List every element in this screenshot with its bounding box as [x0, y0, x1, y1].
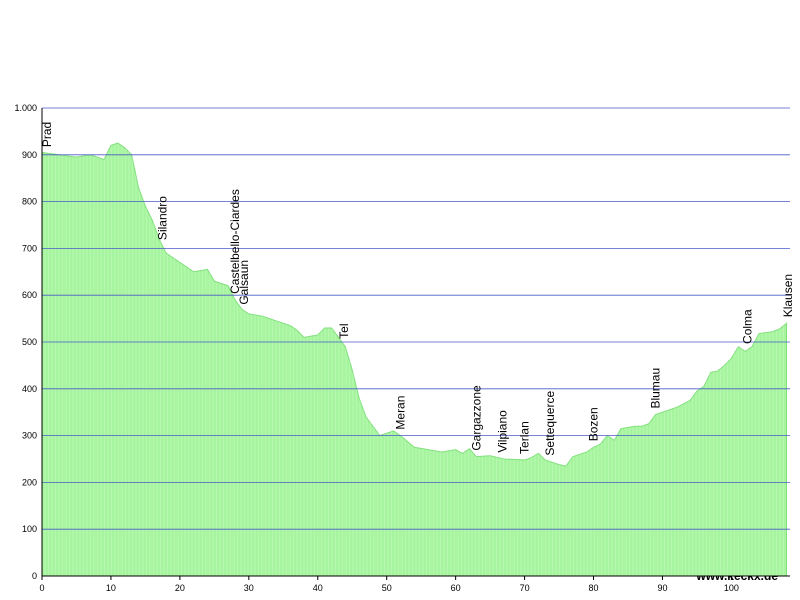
- place-label: Tel: [337, 323, 351, 338]
- y-tick-label: 1.000: [14, 103, 37, 113]
- x-tick-label: 70: [520, 583, 530, 593]
- x-tick-label: 30: [244, 583, 254, 593]
- y-tick-label: 300: [22, 431, 37, 441]
- y-tick-label: 200: [22, 477, 37, 487]
- y-tick-label: 600: [22, 290, 37, 300]
- place-label: Meran: [393, 396, 407, 430]
- x-tick-label: 80: [589, 583, 599, 593]
- x-tick-label: 10: [106, 583, 116, 593]
- place-label: Galsaun: [237, 260, 251, 305]
- x-tick-label: 90: [657, 583, 667, 593]
- x-tick-label: 40: [313, 583, 323, 593]
- y-tick-label: 500: [22, 337, 37, 347]
- place-label: Prad: [40, 122, 54, 147]
- x-tick-label: 60: [451, 583, 461, 593]
- place-label: Gargazzone: [469, 385, 483, 451]
- x-tick-label: 20: [175, 583, 185, 593]
- place-label: Castelbello-Ciardes: [228, 189, 242, 294]
- y-tick-label: 400: [22, 384, 37, 394]
- x-tick-label: 50: [382, 583, 392, 593]
- place-label: Blumau: [649, 368, 663, 409]
- y-tick-label: 100: [22, 524, 37, 534]
- place-label: Klausen: [781, 274, 795, 317]
- place-label: Bozen: [587, 407, 601, 441]
- elevation-area: [41, 142, 788, 577]
- place-label: Silandro: [156, 196, 170, 240]
- place-label: Colma: [740, 309, 754, 344]
- y-tick-label: 700: [22, 243, 37, 253]
- x-tick-label: 0: [39, 583, 44, 593]
- place-label: Settequerce: [543, 391, 557, 456]
- place-label: Vilpiano: [496, 410, 510, 453]
- y-tick-label: 800: [22, 197, 37, 207]
- y-tick-label: 900: [22, 150, 37, 160]
- x-tick-label: 100: [724, 583, 739, 593]
- place-label: Terlan: [518, 421, 532, 454]
- y-tick-label: 0: [32, 571, 37, 581]
